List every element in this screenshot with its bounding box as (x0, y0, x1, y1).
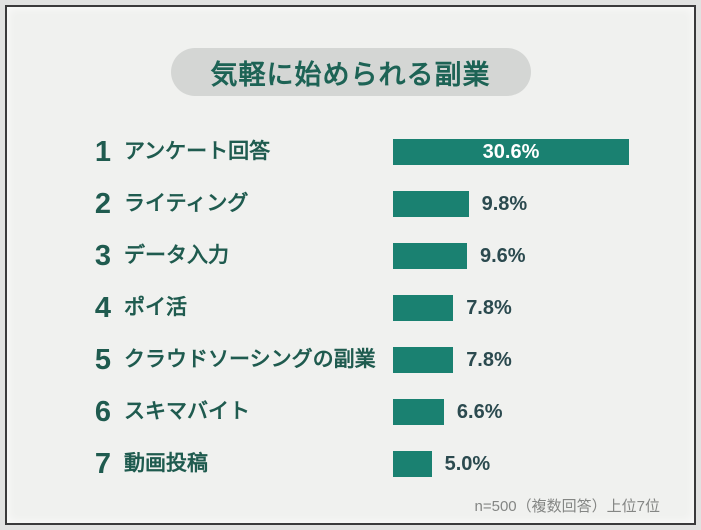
rank-number: 2 (94, 188, 112, 220)
rank-row-2: 2 ライティング 9.8% (88, 188, 694, 220)
bar-track: 5.0% (393, 451, 694, 477)
category-label: クラウドソーシングの副業 (124, 348, 376, 371)
rank-number: 5 (94, 344, 112, 376)
rank-row-5: 5 クラウドソーシングの副業 7.8% (88, 344, 694, 376)
rank-row-1: 1 アンケート回答 30.6% (88, 136, 694, 168)
ranking-list: 1 アンケート回答 30.6% 2 ライティング 9.8% 3 データ入力 9.… (7, 136, 694, 480)
value-label: 30.6% (482, 141, 540, 163)
bar: 30.6% (393, 139, 629, 165)
bar (393, 399, 444, 425)
value-label: 7.8% (466, 349, 512, 371)
chart-title-pill: 気軽に始められる副業 (170, 48, 531, 96)
bar (393, 243, 467, 269)
rank-number: 1 (94, 136, 112, 168)
rank-row-3: 3 データ入力 9.6% (88, 240, 694, 272)
chart-title: 気軽に始められる副業 (210, 59, 491, 90)
bar (393, 347, 454, 373)
bar-track: 6.6% (393, 399, 694, 425)
bar (393, 295, 454, 321)
category-label: ライティング (124, 192, 249, 215)
value-label: 5.0% (444, 453, 491, 475)
bar (393, 191, 469, 217)
category-label: アンケート回答 (124, 140, 271, 163)
value-label: 7.8% (466, 297, 512, 319)
value-label: 9.8% (481, 193, 528, 215)
rank-number: 3 (94, 240, 112, 272)
rank-row-6: 6 スキマバイト 6.6% (88, 396, 694, 428)
bar-track: 30.6% (393, 139, 694, 165)
bar-track: 7.8% (393, 347, 694, 373)
rank-row-4: 4 ポイ活 7.8% (88, 292, 694, 324)
rank-row-7: 7 動画投稿 5.0% (88, 448, 694, 480)
rank-number: 6 (94, 396, 112, 428)
value-label: 6.6% (456, 401, 503, 423)
sample-size-note: n=500（複数回答）上位7位 (474, 498, 660, 515)
category-label: ポイ活 (124, 296, 187, 319)
bar-track: 7.8% (393, 295, 694, 321)
bar-track: 9.6% (393, 243, 694, 269)
category-label: スキマバイト (124, 400, 250, 423)
rank-number: 7 (94, 448, 112, 480)
rank-number: 4 (94, 292, 112, 324)
bar-track: 9.8% (393, 191, 694, 217)
value-label: 9.6% (480, 245, 526, 267)
bar (393, 451, 432, 477)
chart-panel: 気軽に始められる副業 1 アンケート回答 30.6% 2 ライティング 9.8%… (5, 5, 696, 525)
category-label: 動画投稿 (124, 452, 208, 475)
category-label: データ入力 (124, 244, 229, 267)
